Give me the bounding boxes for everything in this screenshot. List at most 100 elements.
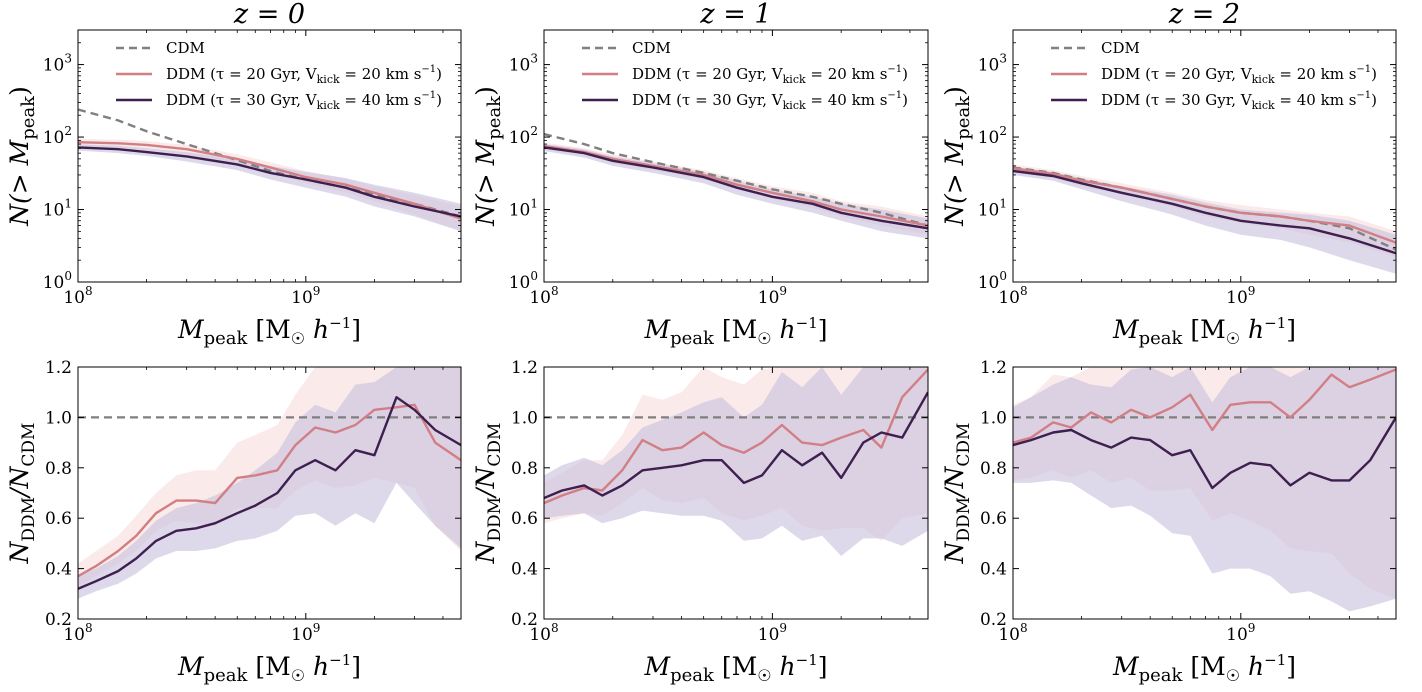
axes-frame [1012, 29, 1397, 283]
panel-cumulative-2: 108 109 100 101 102 103 Mpeak [M☉ h−1] N(> Mpea… [940, 0, 1397, 349]
band-ddm30 [1013, 166, 1396, 274]
panel-ratio-3: 108 109 0.2 0.4 0.6 0.8 1.0 1.2 Mpeak [M☉ h−1] ND… [5, 358, 462, 686]
y-axis-label: N(> Mpeak) [471, 86, 505, 227]
series-line-ddm30 [544, 146, 928, 230]
panel-title: z = 1 [699, 0, 771, 30]
y-tick-label: 1.2 [511, 358, 538, 378]
y-tick-label: 101 [509, 197, 538, 221]
panel-title: z = 2 [1168, 0, 1240, 30]
y-tick-label: 0.2 [980, 610, 1007, 630]
y-tick-label: 101 [978, 197, 1007, 221]
x-tick-label: 109 [291, 284, 320, 308]
axes-frame [77, 366, 462, 620]
legend-label-cdm: CDM [632, 39, 671, 57]
x-axis-label: Mpeak [M☉ h−1] [643, 651, 827, 686]
x-axis-label: Mpeak [M☉ h−1] [1112, 314, 1296, 349]
series-line-ddm20 [1013, 368, 1396, 444]
legend-label-ddm20: DDM (τ = 20 Gyr, Vkick = 20 km s−1) [632, 64, 908, 86]
panel-ratio-4: 108 109 0.2 0.4 0.6 0.8 1.0 1.2 Mpeak [M☉ h−1] ND… [471, 358, 929, 686]
plot-area [1013, 164, 1396, 274]
band-ddm30 [544, 144, 928, 239]
panel-cumulative-1: 108 109 100 101 102 103 Mpeak [M☉ h−1] N(> Mpea… [471, 0, 929, 349]
legend: CDM DDM (τ = 20 Gyr, Vkick = 20 km s−1) DD… [582, 39, 908, 112]
plot-area [1013, 367, 1396, 612]
series-line-ddm20 [1013, 167, 1396, 244]
legend: CDM DDM (τ = 20 Gyr, Vkick = 20 km s−1) DD… [1051, 39, 1377, 112]
legend-label-ddm20: DDM (τ = 20 Gyr, Vkick = 20 km s−1) [1101, 64, 1377, 86]
x-tick-label: 109 [291, 621, 320, 645]
y-tick-label: 103 [978, 52, 1007, 76]
series-line-ddm20 [78, 141, 461, 220]
x-tick-label: 109 [758, 284, 787, 308]
panel-ratio-5: 108 109 0.2 0.4 0.6 0.8 1.0 1.2 Mpeak [M☉ h−1] ND… [940, 358, 1397, 686]
y-tick-label: 0.6 [980, 509, 1007, 529]
band-ddm30 [1013, 367, 1396, 612]
y-tick-label: 103 [43, 52, 72, 76]
x-tick-label: 108 [998, 284, 1027, 308]
y-tick-label: 0.8 [511, 459, 538, 479]
series-line-cdm [78, 108, 461, 218]
plot-area [544, 367, 928, 556]
axes-frame [543, 366, 929, 620]
x-tick-label: 108 [998, 621, 1027, 645]
band-ddm30 [78, 367, 461, 599]
x-tick-label: 109 [1226, 621, 1255, 645]
x-tick-label: 109 [758, 621, 787, 645]
y-tick-label: 0.4 [511, 560, 538, 580]
series-line-ddm20 [544, 368, 928, 505]
series-line-cdm [544, 132, 928, 227]
y-tick-label: 1.0 [45, 408, 72, 428]
y-tick-label: 1.2 [45, 358, 72, 378]
y-tick-label: 1.0 [511, 408, 538, 428]
series-line-ddm30 [78, 146, 461, 218]
x-axis-label: Mpeak [M☉ h−1] [1112, 651, 1296, 686]
series-line-ddm30 [544, 391, 928, 500]
y-axis-label: NDDM/NCDM [5, 423, 39, 565]
axes-frame [1012, 366, 1397, 620]
x-tick-label: 108 [529, 621, 558, 645]
y-tick-label: 100 [509, 269, 538, 293]
y-tick-label: 102 [43, 124, 72, 148]
x-tick-label: 108 [529, 284, 558, 308]
x-tick-label: 108 [63, 284, 92, 308]
y-axis-label: N(> Mpeak) [5, 86, 39, 227]
series-line-ddm30 [1013, 169, 1396, 255]
y-tick-label: 0.2 [45, 610, 72, 630]
axes-frame [543, 29, 929, 283]
y-tick-label: 102 [509, 124, 538, 148]
y-axis-label: N(> Mpeak) [940, 86, 974, 227]
series-line-ddm20 [544, 144, 928, 227]
y-tick-label: 0.2 [511, 610, 538, 630]
y-tick-label: 101 [43, 197, 72, 221]
y-tick-label: 103 [509, 52, 538, 76]
x-axis-label: Mpeak [M☉ h−1] [177, 314, 361, 349]
legend-label-ddm30: DDM (τ = 30 Gyr, Vkick = 40 km s−1) [632, 90, 908, 112]
x-axis-label: Mpeak [M☉ h−1] [177, 651, 361, 686]
panel-cumulative-0: 108 109 100 101 102 103 Mpeak [M☉ h−1] N(> Mpea… [5, 0, 462, 349]
axes-frame [77, 29, 462, 283]
y-tick-label: 100 [43, 269, 72, 293]
series-line-ddm30 [1013, 416, 1396, 490]
y-tick-label: 1.0 [980, 408, 1007, 428]
x-axis-label: Mpeak [M☉ h−1] [643, 314, 827, 349]
y-tick-label: 102 [978, 124, 1007, 148]
legend: CDM DDM (τ = 20 Gyr, Vkick = 20 km s−1) DD… [116, 39, 442, 112]
y-axis-label: NDDM/NCDM [471, 423, 505, 565]
legend-label-ddm30: DDM (τ = 30 Gyr, Vkick = 40 km s−1) [1101, 90, 1377, 112]
y-tick-label: 1.2 [980, 358, 1007, 378]
band-ddm30 [78, 144, 461, 232]
series-line-ddm30 [78, 396, 461, 590]
band-ddm30 [544, 367, 928, 556]
y-tick-label: 0.4 [45, 560, 72, 580]
y-tick-label: 0.8 [980, 459, 1007, 479]
plot-area [544, 132, 928, 239]
panel-title: z = 0 [233, 0, 305, 30]
y-tick-label: 0.6 [45, 509, 72, 529]
y-tick-label: 100 [978, 269, 1007, 293]
y-tick-label: 0.6 [511, 509, 538, 529]
plot-area [78, 108, 461, 232]
x-tick-label: 108 [63, 621, 92, 645]
legend-label-cdm: CDM [166, 39, 205, 57]
legend-label-ddm20: DDM (τ = 20 Gyr, Vkick = 20 km s−1) [166, 64, 442, 86]
